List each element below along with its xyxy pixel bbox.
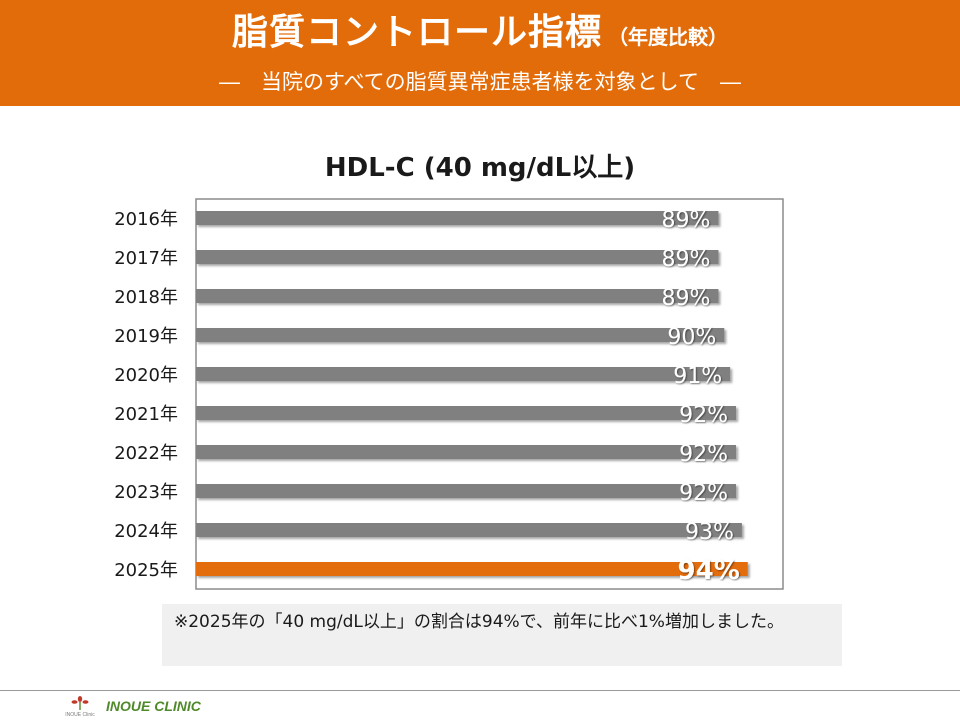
category-label: 2022年 — [114, 443, 178, 464]
note-box: ※2025年の「40 mg/dL以上」の割合は94%で、前年に比べ1%増加しまし… — [162, 604, 842, 666]
page-subtitle: ― 当院のすべての脂質異常症患者様を対象として ― — [218, 70, 742, 94]
clinic-logo-icon: INOUE Clinic — [65, 696, 95, 718]
bar — [196, 211, 719, 225]
data-label: 89% — [662, 247, 711, 272]
data-label: 94% — [678, 556, 740, 586]
bar — [196, 328, 725, 342]
bar — [196, 367, 731, 381]
bar — [196, 445, 737, 459]
bar — [196, 523, 742, 537]
data-label: 93% — [685, 520, 734, 545]
category-label: 2016年 — [114, 209, 178, 230]
note-text: ※2025年の「40 mg/dL以上」の割合は94%で、前年に比べ1%増加しまし… — [174, 612, 784, 632]
title-main: 脂質コントロール指標 — [231, 12, 602, 53]
category-label: 2024年 — [114, 521, 178, 542]
footer-divider — [0, 690, 960, 691]
data-label: 89% — [662, 286, 711, 311]
title-suffix: （年度比較） — [608, 25, 728, 49]
bar — [196, 406, 737, 420]
category-label: 2020年 — [114, 365, 178, 386]
category-label: 2019年 — [114, 326, 178, 347]
clinic-name: INOUE CLINIC — [106, 698, 201, 714]
bar — [196, 562, 748, 576]
data-label: 92% — [679, 442, 728, 467]
category-label: 2017年 — [114, 248, 178, 269]
bar — [196, 250, 719, 264]
category-label: 2023年 — [114, 482, 178, 503]
category-label: 2018年 — [114, 287, 178, 308]
plot-area-frame — [195, 198, 784, 590]
header-banner: 脂質コントロール指標 （年度比較） ― 当院のすべての脂質異常症患者様を対象として… — [0, 0, 960, 106]
data-label: 90% — [667, 325, 716, 350]
page-title: 脂質コントロール指標 （年度比較） — [0, 8, 960, 64]
data-label: 92% — [679, 403, 728, 428]
data-label: 91% — [673, 364, 722, 389]
category-label: 2025年 — [114, 560, 178, 581]
data-label: 89% — [662, 208, 711, 233]
bar — [196, 289, 719, 303]
category-label: 2021年 — [114, 404, 178, 425]
chart-title: HDL-C (40 mg/dL以上) — [324, 153, 636, 183]
data-label: 92% — [679, 481, 728, 506]
logo-text: INOUE Clinic — [65, 712, 95, 718]
bar — [196, 484, 737, 498]
